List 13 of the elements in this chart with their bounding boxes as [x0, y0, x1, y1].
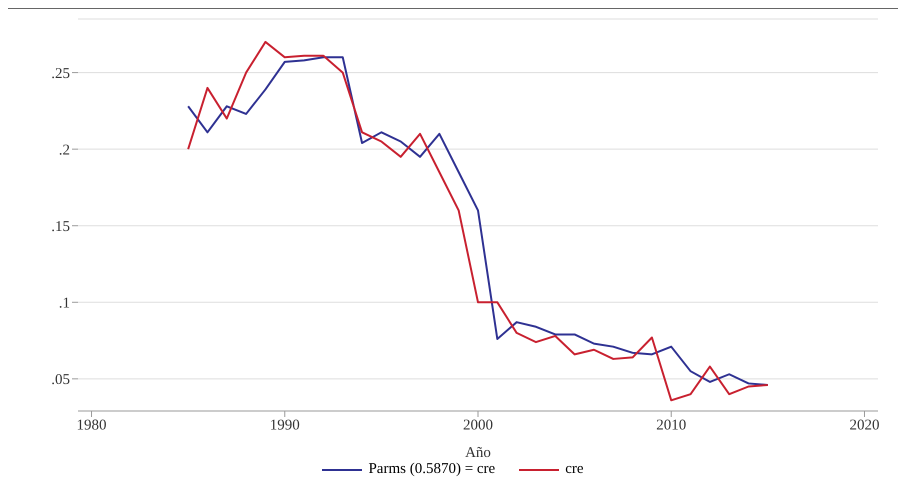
legend-label: Parms (0.5870) = cre — [368, 461, 496, 478]
x-tick-label: 2010 — [656, 418, 686, 434]
y-tick-label: .1 — [58, 296, 70, 312]
y-tick-label: .15 — [51, 219, 70, 236]
x-tick-label: 2020 — [849, 418, 880, 434]
y-tick-label: .25 — [51, 66, 70, 82]
legend-label: cre — [565, 461, 584, 478]
y-tick-label: .05 — [51, 372, 70, 388]
x-tick-label: 1980 — [76, 418, 107, 434]
x-tick-label: 1990 — [270, 418, 300, 434]
x-axis-title: Año — [465, 445, 491, 461]
x-tick-label: 2000 — [463, 418, 493, 434]
y-tick-label: .2 — [58, 142, 70, 158]
